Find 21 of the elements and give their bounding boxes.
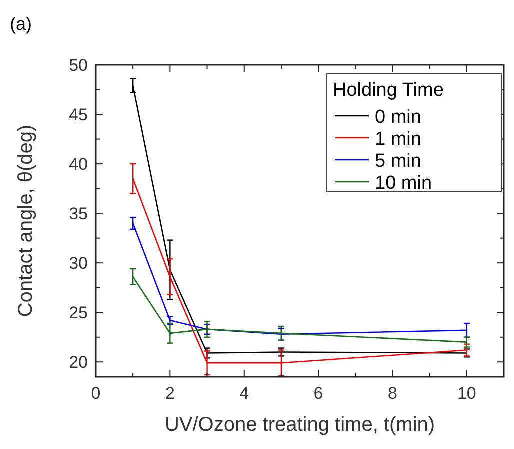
y-tick-label: 25 — [69, 304, 88, 323]
x-tick-label: 8 — [388, 384, 398, 403]
y-tick-label: 20 — [69, 353, 88, 372]
legend-label: 1 min — [375, 129, 422, 150]
legend-title: Holding Time — [333, 80, 444, 101]
chart-title: (a) — [10, 14, 32, 34]
legend-label: 0 min — [375, 107, 422, 128]
y-tick-label: 35 — [69, 204, 88, 224]
y-tick-label: 50 — [69, 56, 88, 75]
legend-label: 5 min — [375, 151, 422, 172]
y-axis-title: Contact angle, θ(deg) — [15, 124, 37, 318]
x-tick-label: 10 — [457, 384, 476, 403]
y-tick-label: 40 — [69, 155, 88, 174]
x-axis-title: UV/Ozone treating time, t(min) — [164, 414, 436, 436]
x-tick-label: 4 — [240, 384, 250, 403]
x-tick-label: 6 — [314, 384, 324, 403]
y-tick-label: 45 — [69, 106, 88, 125]
x-tick-label: 2 — [165, 384, 175, 403]
legend-label: 10 min — [375, 173, 432, 194]
y-tick-label: 30 — [69, 254, 88, 274]
x-tick-label: 0 — [91, 384, 101, 403]
